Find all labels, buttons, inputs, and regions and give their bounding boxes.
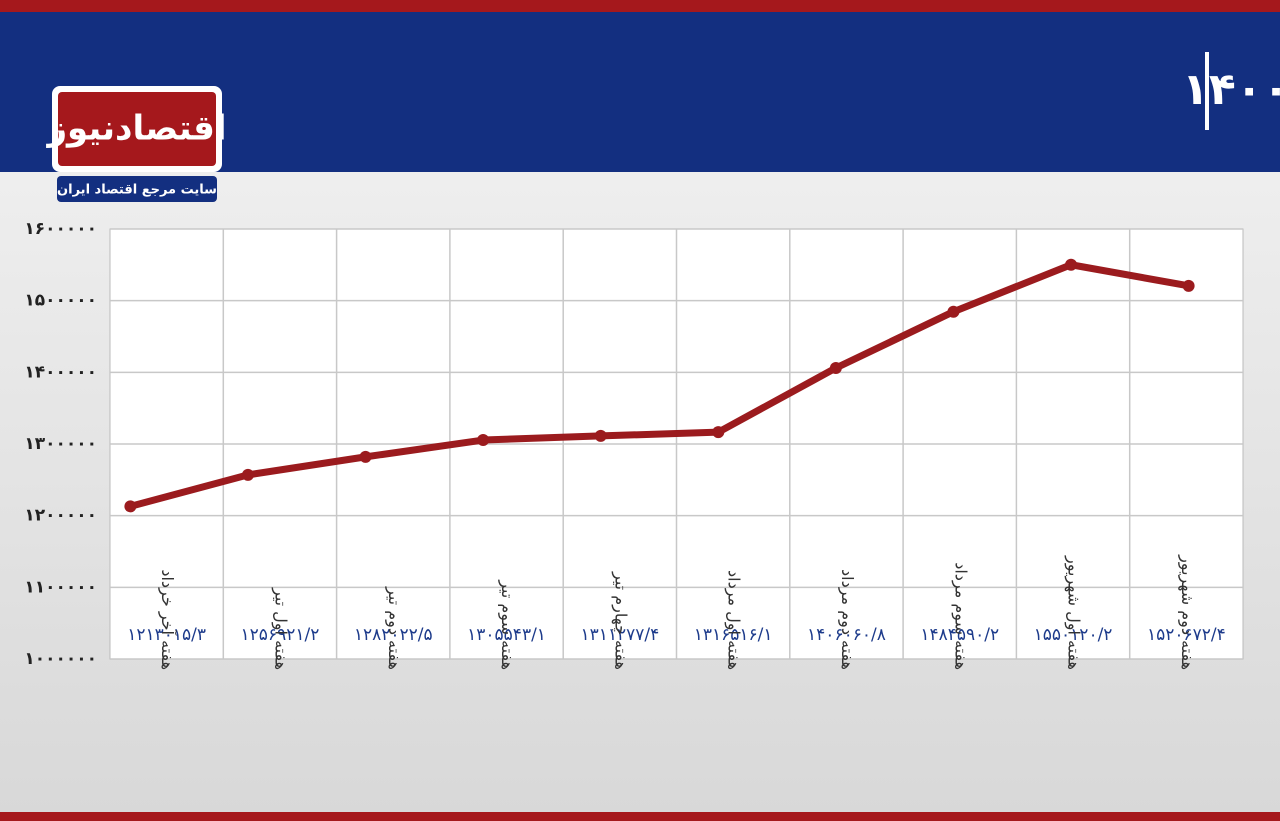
data-point <box>594 429 607 442</box>
y-tick-label: ۱۶۰۰۰۰۰ <box>24 219 97 239</box>
value-label: ۱۲۵۶۹۲۱/۲ <box>241 625 320 645</box>
logo-box <box>58 92 216 166</box>
value-label: ۱۳۰۵۵۴۳/۱ <box>467 625 546 645</box>
value-label: ۱۴۰۶۰۶۰/۸ <box>807 625 886 645</box>
x-tick-label: هفته دوم مرداد <box>837 569 857 670</box>
value-label: ۱۴۸۴۵۹۰/۲ <box>920 625 999 645</box>
logo-tagline: سایت مرجع اقتصاد ایران <box>57 183 217 198</box>
data-point <box>712 426 725 439</box>
logo-tagline-box <box>57 176 217 202</box>
data-point <box>124 500 137 513</box>
y-tick-label: ۱۵۰۰۰۰۰ <box>24 291 97 311</box>
value-label: ۱۲۱۳۰۱۵/۳ <box>127 625 206 645</box>
data-point <box>241 468 254 481</box>
value-label: ۱۲۸۲۰۲۲/۵ <box>354 625 433 645</box>
y-tick-label: ۱۱۰۰۰۰۰ <box>24 577 97 597</box>
x-tick-label: هفته اول مرداد <box>724 570 744 670</box>
title-bar <box>1205 52 1209 130</box>
y-tick-label: ۱۳۰۰۰۰۰ <box>24 434 97 454</box>
data-point <box>359 450 372 463</box>
value-label: ۱۳۱۱۲۷۷/۴ <box>580 625 659 645</box>
x-tick-label: هفته سوم مرداد <box>950 562 970 670</box>
x-tick-label: هفته چهارم تیر <box>610 571 630 670</box>
x-tick-label: هفته آخر خرداد <box>157 569 177 670</box>
value-label: ۱۵۵۰۱۲۰/۲ <box>1034 625 1113 645</box>
data-point <box>477 434 490 447</box>
data-point <box>1065 258 1078 271</box>
top-strip <box>0 0 1280 12</box>
chart-title: روند شاخص کل بورس در تابستان ۱۴۰۰ <box>1182 64 1280 115</box>
data-line <box>129 261 1190 510</box>
data-point <box>947 305 960 318</box>
x-tick-label: هفته سوم تیر <box>497 579 517 670</box>
bottom-strip <box>0 812 1280 821</box>
data-point <box>829 361 842 374</box>
data-point <box>1182 279 1195 292</box>
logo-name: اقتصادنیوز <box>45 109 226 149</box>
x-tick-label: هفته دوم تیر <box>384 586 404 670</box>
value-label: ۱۵۲۰۶۷۲/۴ <box>1147 625 1226 645</box>
x-tick-label: هفته اول تیر <box>270 587 290 670</box>
y-tick-label: ۱۲۰۰۰۰۰ <box>24 506 97 526</box>
y-tick-label: ۱۰۰۰۰۰۰ <box>24 649 97 669</box>
x-tick-label: هفته اول شهریور <box>1064 555 1084 670</box>
y-tick-label: ۱۴۰۰۰۰۰ <box>24 362 97 382</box>
x-tick-label: هفته دوم شهریور <box>1177 554 1197 670</box>
value-label: ۱۳۱۶۵۱۶/۱ <box>694 625 773 645</box>
